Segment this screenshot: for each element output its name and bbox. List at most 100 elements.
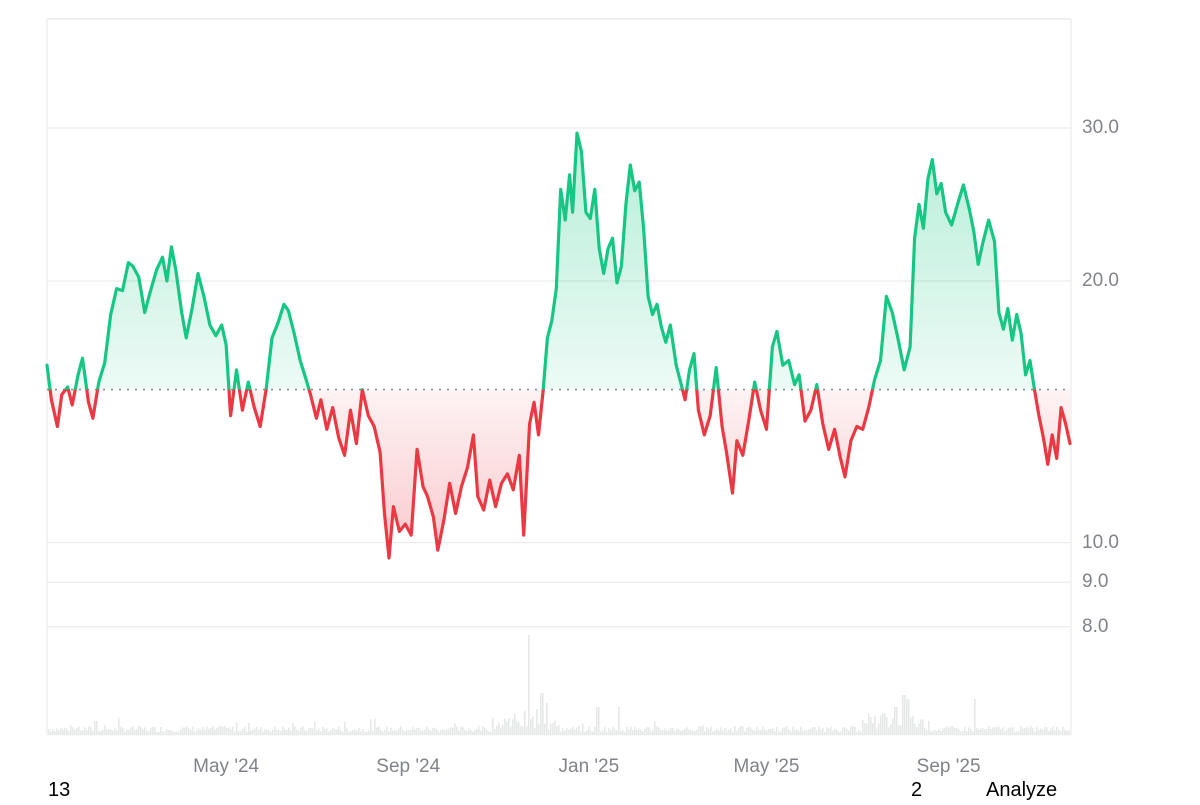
volume-bar bbox=[1032, 728, 1034, 735]
volume-bar bbox=[590, 730, 592, 735]
volume-bar bbox=[888, 727, 890, 735]
volume-bar bbox=[936, 730, 938, 735]
volume-bar bbox=[136, 729, 138, 735]
volume-bar bbox=[162, 731, 164, 735]
volume-bar bbox=[584, 731, 586, 735]
volume-bar bbox=[106, 729, 108, 735]
analyze-button[interactable]: Analyze bbox=[986, 779, 1058, 801]
volume-bar bbox=[964, 726, 966, 735]
volume-bar bbox=[734, 725, 736, 735]
volume-bar bbox=[1068, 730, 1070, 735]
volume-bar bbox=[396, 730, 398, 735]
volume-bar bbox=[800, 726, 802, 735]
volume-bar bbox=[140, 726, 142, 735]
volume-bar bbox=[494, 729, 496, 735]
volume-bar bbox=[646, 727, 648, 735]
volume-bar bbox=[174, 731, 176, 735]
volume-bar bbox=[700, 726, 702, 735]
volume-bar bbox=[64, 727, 66, 735]
volume-bar bbox=[642, 730, 644, 735]
volume-bar bbox=[268, 730, 270, 735]
volume-bar bbox=[648, 727, 650, 735]
volume-bar bbox=[552, 723, 554, 735]
volume-bar bbox=[168, 729, 170, 735]
volume-bar bbox=[160, 727, 162, 735]
volume-bar bbox=[210, 727, 212, 735]
volume-bar bbox=[988, 726, 990, 735]
volume-bar bbox=[1062, 726, 1064, 735]
volume-bar bbox=[274, 726, 276, 735]
volume-bar bbox=[738, 727, 740, 735]
volume-bar bbox=[362, 729, 364, 735]
volume-bar bbox=[992, 727, 994, 735]
volume-bar bbox=[86, 729, 88, 735]
volume-bar bbox=[308, 728, 310, 735]
volume-bar bbox=[714, 730, 716, 735]
volume-bar bbox=[324, 728, 326, 735]
footer-mid-number: 2 bbox=[911, 779, 923, 801]
volume-bar bbox=[790, 731, 792, 735]
volume-bar bbox=[626, 726, 628, 735]
volume-bar bbox=[526, 725, 528, 735]
volume-bar bbox=[152, 726, 154, 735]
volume-bar bbox=[952, 726, 954, 735]
volume-bar bbox=[660, 729, 662, 735]
volume-bar bbox=[128, 729, 130, 735]
volume-bar bbox=[1024, 728, 1026, 735]
volume-bar bbox=[568, 729, 570, 735]
volume-bar bbox=[272, 729, 274, 735]
volume-bar bbox=[116, 730, 118, 735]
volume-bar bbox=[984, 729, 986, 735]
volume-bar bbox=[1000, 729, 1002, 735]
volume-bar bbox=[344, 721, 346, 735]
volume-bar bbox=[120, 726, 122, 735]
volume-bar bbox=[718, 730, 720, 735]
volume-bar bbox=[696, 729, 698, 735]
volume-bar bbox=[1008, 727, 1010, 735]
volume-bar bbox=[872, 722, 874, 735]
volume-bar bbox=[358, 728, 360, 735]
volume-bar bbox=[150, 727, 152, 735]
y-tick-label: 30.0 bbox=[1082, 117, 1119, 138]
volume-bar bbox=[624, 731, 626, 735]
volume-bar bbox=[720, 727, 722, 735]
volume-bar bbox=[810, 728, 812, 735]
volume-bar bbox=[530, 718, 532, 735]
volume-bar bbox=[916, 727, 918, 735]
volume-bar bbox=[550, 723, 552, 735]
volume-bar bbox=[908, 699, 910, 735]
volume-bar bbox=[372, 730, 374, 735]
volume-bar bbox=[974, 699, 976, 735]
volume-bar bbox=[900, 725, 902, 735]
volume-bar bbox=[946, 726, 948, 735]
volume-bar bbox=[1034, 731, 1036, 735]
volume-bar bbox=[482, 726, 484, 735]
volume-bar bbox=[968, 727, 970, 735]
volume-bar bbox=[726, 730, 728, 735]
volume-bar bbox=[230, 728, 232, 735]
volume-bar bbox=[958, 729, 960, 735]
above-baseline-fill bbox=[47, 133, 1070, 390]
volume-bar bbox=[674, 731, 676, 735]
volume-bar bbox=[442, 729, 444, 735]
volume-bar bbox=[728, 729, 730, 735]
volume-bar bbox=[636, 729, 638, 735]
volume-bar bbox=[576, 727, 578, 735]
volume-bar bbox=[514, 713, 516, 735]
volume-bar bbox=[438, 731, 440, 735]
volume-bar bbox=[680, 730, 682, 735]
volume-bar bbox=[608, 728, 610, 735]
volume-bar bbox=[634, 727, 636, 735]
volume-bar bbox=[1022, 728, 1024, 735]
volume-bar bbox=[466, 730, 468, 735]
volume-bar bbox=[112, 730, 114, 735]
volume-bar bbox=[986, 729, 988, 735]
volume-bar bbox=[1014, 731, 1016, 735]
volume-bar bbox=[742, 726, 744, 735]
volume-bar bbox=[130, 727, 132, 735]
volume-bar bbox=[972, 731, 974, 735]
volume-bar bbox=[554, 720, 556, 735]
volume-bar bbox=[752, 729, 754, 735]
